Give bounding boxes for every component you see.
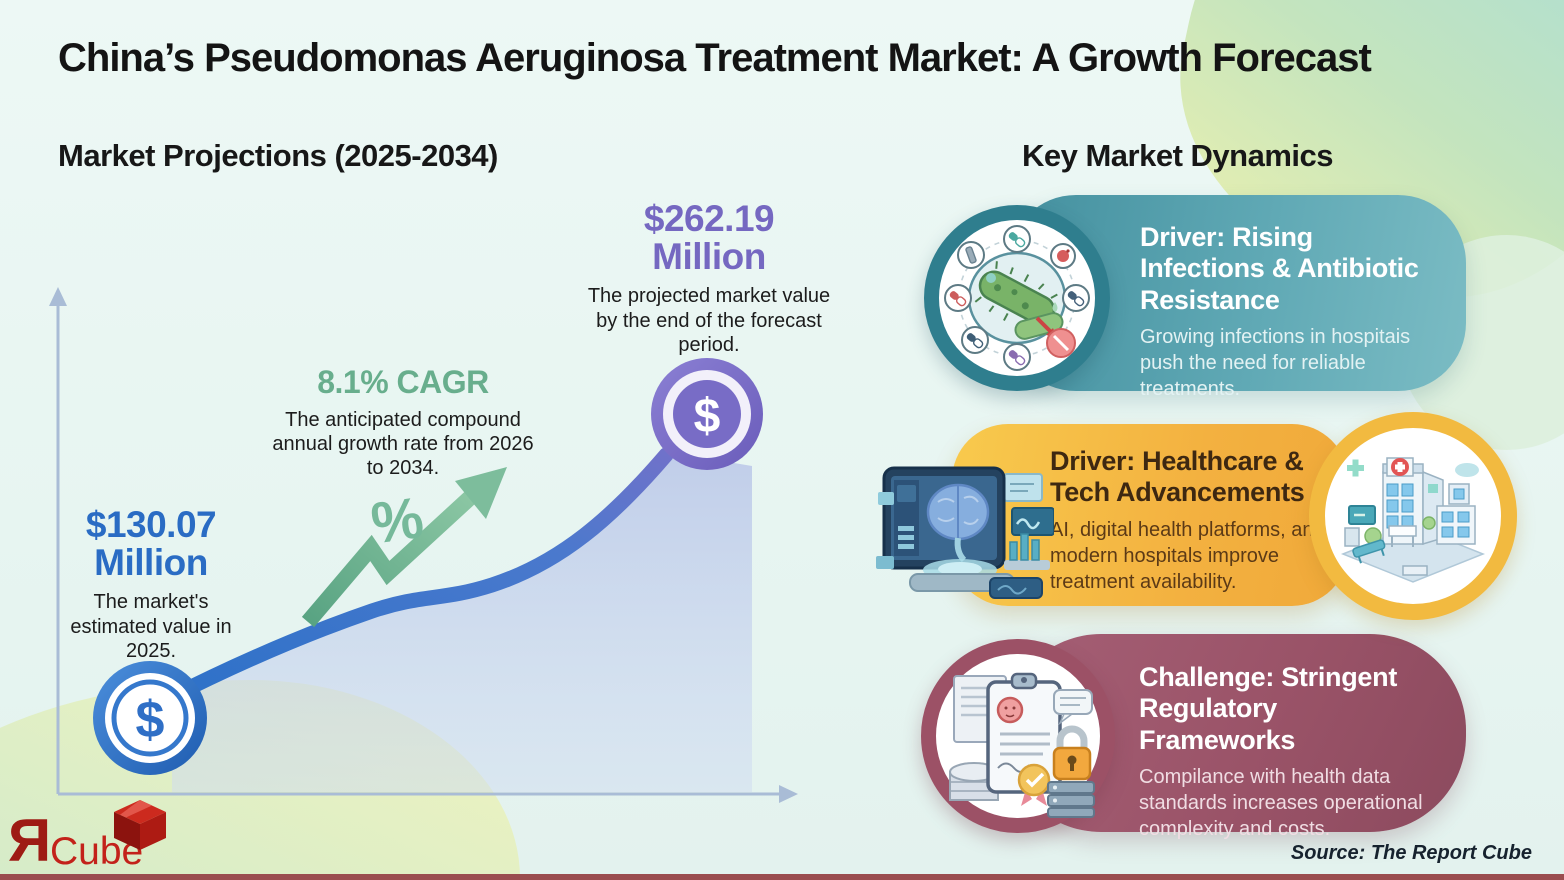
bottom-accent-strip bbox=[0, 874, 1564, 880]
card-title: Driver: Healthcare & Tech Advancements bbox=[1050, 446, 1305, 508]
bacteria-petri-dish-icon bbox=[924, 205, 1110, 391]
hospital-art bbox=[1340, 457, 1486, 583]
card-body: AI, digital health platforms, and modern… bbox=[1050, 518, 1325, 593]
report-cube-logo-r: Я bbox=[8, 807, 52, 874]
growth-chart: % $ $ bbox=[49, 287, 798, 803]
card-title: Driver: Rising Infections & Antibiotic R… bbox=[1140, 222, 1419, 315]
start-coin-2025: $ bbox=[93, 661, 207, 775]
ai-digital-health-icon bbox=[876, 466, 1054, 599]
chart-growth-line bbox=[157, 447, 674, 708]
card-healthcare-tech: Driver: Healthcare & Tech Advancements A… bbox=[952, 424, 1348, 606]
end-unit: Million bbox=[652, 235, 766, 277]
card-title: Challenge: Stringent Regulatory Framewor… bbox=[1139, 662, 1398, 755]
cagr-desc: The anticipated compound annual growth r… bbox=[272, 408, 534, 480]
dynamics-heading: Key Market Dynamics bbox=[1022, 138, 1334, 173]
cagr-value: 8.1% CAGR bbox=[317, 364, 489, 400]
projections-heading: Market Projections (2025-2034) bbox=[58, 138, 498, 173]
compliance-documents-lock-icon bbox=[921, 639, 1115, 833]
percent-glyph: % bbox=[367, 485, 427, 557]
end-desc: The projected market value by the end of… bbox=[587, 285, 831, 357]
start-desc: The market's estimated value in 2025. bbox=[70, 591, 232, 663]
chart-area-fill bbox=[172, 452, 752, 792]
source-credit: Source: The Report Cube bbox=[1290, 842, 1532, 864]
callout-cagr: 8.1% CAGR The anticipated compound annua… bbox=[270, 366, 536, 481]
dollar-icon: $ bbox=[694, 390, 721, 443]
page-title: China’s Pseudomonas Aeruginosa Treatment… bbox=[58, 36, 1372, 80]
card-body: Compilance with health data standards in… bbox=[1139, 765, 1423, 840]
end-coin-2034: $ bbox=[651, 358, 763, 470]
callout-2025-value: $130.07 Million The market's estimated v… bbox=[52, 506, 250, 664]
hospital-building-icon bbox=[1309, 412, 1517, 620]
red-cube-icon bbox=[114, 800, 166, 850]
callout-2034-value: $262.19 Million The projected market val… bbox=[584, 200, 834, 358]
card-body: Growing infections in hospitais push the… bbox=[1140, 325, 1411, 400]
cagr-trend-arrow: % bbox=[301, 467, 507, 628]
start-value: $130.07 bbox=[85, 504, 217, 545]
bacteria-art bbox=[944, 225, 1090, 371]
end-value: $262.19 bbox=[643, 198, 775, 239]
compliance-art bbox=[949, 672, 1095, 818]
start-unit: Million bbox=[94, 541, 208, 583]
dollar-icon: $ bbox=[136, 691, 165, 749]
chart-axes bbox=[49, 287, 798, 803]
